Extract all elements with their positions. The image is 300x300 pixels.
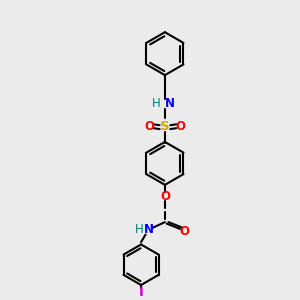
Text: N: N bbox=[164, 97, 174, 110]
Text: O: O bbox=[179, 225, 189, 239]
Text: O: O bbox=[144, 120, 154, 133]
Text: S: S bbox=[160, 120, 170, 133]
Text: H: H bbox=[135, 223, 143, 236]
Text: N: N bbox=[144, 223, 154, 236]
Text: O: O bbox=[176, 120, 185, 133]
Text: H: H bbox=[152, 97, 161, 110]
Text: O: O bbox=[160, 190, 170, 203]
Text: I: I bbox=[139, 286, 143, 299]
